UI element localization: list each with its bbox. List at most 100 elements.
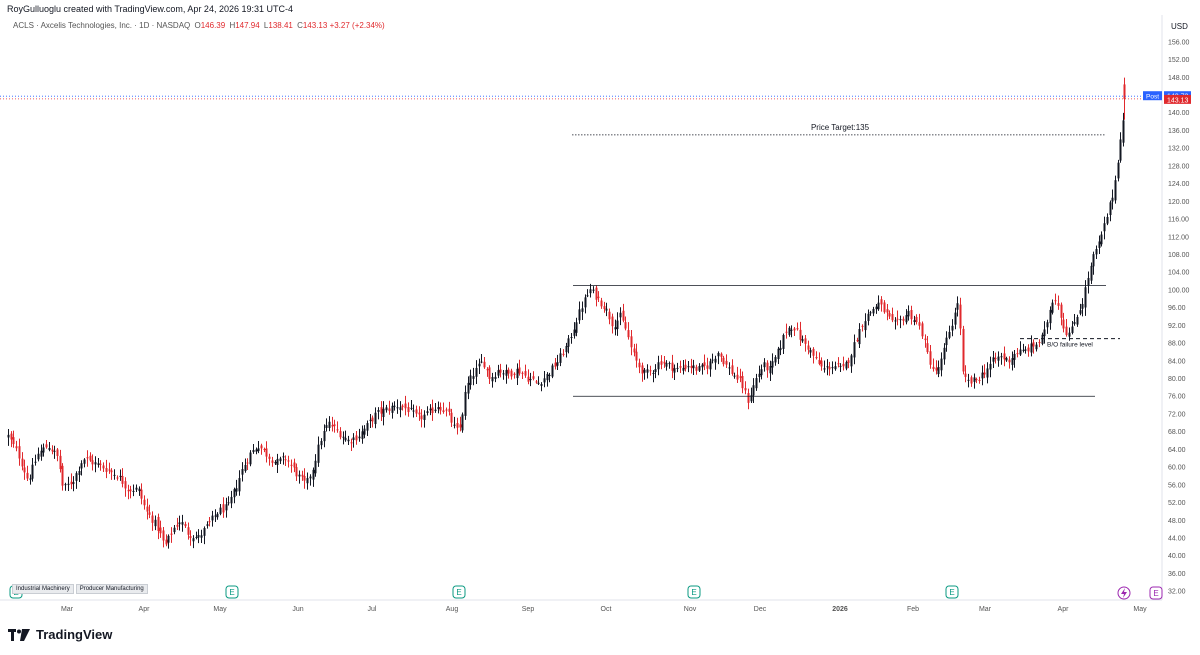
candle — [325, 418, 328, 432]
candle — [867, 309, 870, 326]
candle — [671, 354, 674, 379]
candle — [975, 377, 978, 384]
candle-body — [306, 478, 309, 484]
candle-body — [989, 363, 992, 370]
candle-body — [214, 515, 217, 517]
candle — [954, 307, 957, 330]
attribution-text: RoyGulluoglu created with TradingView.co… — [7, 4, 293, 14]
candle — [12, 430, 15, 448]
candle — [804, 335, 807, 352]
candle — [842, 356, 845, 371]
candle — [132, 484, 135, 497]
candle-body — [1103, 223, 1106, 232]
candle-body — [864, 321, 867, 331]
candle — [21, 452, 24, 471]
candle-body — [1119, 139, 1122, 161]
candle — [567, 334, 570, 354]
candle — [453, 416, 456, 429]
tag-industry[interactable]: Industrial Machinery — [12, 584, 74, 594]
candle — [654, 364, 657, 379]
candle-body — [896, 318, 899, 320]
candle — [823, 360, 826, 373]
candle-body — [475, 367, 478, 377]
candle — [603, 301, 606, 313]
price-tick-label: 156.00 — [1168, 39, 1190, 46]
candle-body — [102, 465, 105, 469]
price-axis[interactable]: 32.00 36.00 40.00 44.00 48.00 52.00 56.00 60.00… — [1143, 15, 1191, 600]
earnings-e-icon: E — [452, 585, 466, 599]
candle — [478, 358, 481, 374]
candle — [53, 445, 56, 459]
candle — [214, 509, 217, 523]
candle-body — [439, 406, 442, 411]
candle — [997, 351, 1000, 367]
candle-body — [233, 489, 236, 498]
low-label: L — [263, 21, 269, 30]
candle-body — [108, 469, 111, 471]
candle — [328, 416, 331, 432]
candle-body — [157, 516, 160, 532]
candle — [548, 372, 551, 383]
candle-body — [1041, 334, 1044, 344]
candle-body — [608, 311, 611, 320]
candle-body — [788, 327, 791, 335]
candle-body — [70, 481, 73, 485]
earnings-e-frame — [225, 585, 239, 599]
candle — [442, 402, 445, 414]
candle — [7, 429, 10, 446]
candle — [1030, 335, 1033, 357]
candle-body — [616, 320, 619, 330]
candle — [779, 340, 782, 356]
candle — [56, 447, 59, 462]
tag-sector[interactable]: Producer Manufacturing — [75, 584, 148, 594]
candle-body — [505, 370, 508, 376]
candle — [127, 484, 130, 500]
candle-body — [554, 362, 557, 367]
candle-body — [652, 372, 655, 374]
earnings-e-icon-future: E — [1149, 586, 1163, 600]
candle — [992, 351, 995, 369]
price-tick-label: 64.00 — [1168, 447, 1186, 454]
price-tick-label: 56.00 — [1168, 482, 1186, 489]
candle-body — [170, 533, 173, 535]
candle-body — [711, 359, 714, 361]
candle-body — [263, 448, 266, 450]
candle-body — [119, 475, 122, 477]
candle — [1109, 200, 1112, 222]
time-axis[interactable]: Mar Apr May Jun Jul Aug Sep Oct Nov Dec 2026 Feb Mar… — [0, 599, 1162, 613]
candle-body — [1117, 162, 1120, 179]
candle — [48, 441, 51, 452]
candle — [858, 323, 861, 348]
candle — [230, 490, 233, 509]
candle-body — [924, 338, 927, 341]
candle-body — [271, 460, 274, 463]
candle-body — [75, 473, 78, 481]
candle — [513, 372, 516, 379]
candle — [94, 456, 97, 473]
candle — [945, 331, 948, 352]
candle-body — [657, 362, 660, 370]
candle — [1090, 262, 1093, 285]
candle — [388, 400, 391, 415]
time-tick-label: Dec — [754, 606, 767, 613]
candle-body — [181, 522, 184, 525]
candle-body — [355, 435, 358, 441]
candle — [695, 364, 698, 375]
candle — [456, 417, 459, 435]
candle-body — [967, 379, 970, 381]
candle-body — [464, 391, 467, 416]
candle — [831, 361, 834, 375]
candle — [926, 336, 929, 354]
candle — [426, 406, 429, 416]
candle-body — [361, 431, 364, 439]
candle — [108, 462, 111, 474]
price-tick-label: 116.00 — [1168, 217, 1189, 224]
candle — [176, 517, 179, 530]
candle-body — [766, 362, 769, 371]
candle-body — [769, 366, 772, 374]
price-tick-label: 60.00 — [1168, 465, 1186, 472]
price-tick-label: 32.00 — [1168, 589, 1186, 596]
candle — [1032, 339, 1035, 354]
candle — [529, 372, 532, 387]
